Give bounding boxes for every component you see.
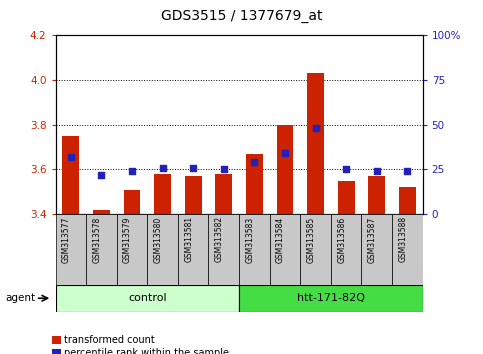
Point bbox=[98, 172, 105, 178]
Text: percentile rank within the sample: percentile rank within the sample bbox=[64, 348, 229, 354]
Bar bbox=[124, 190, 141, 214]
Text: transformed count: transformed count bbox=[64, 335, 155, 345]
Bar bbox=[392, 214, 423, 285]
Bar bbox=[62, 136, 79, 214]
Text: GSM313580: GSM313580 bbox=[154, 216, 163, 263]
Point bbox=[128, 169, 136, 174]
Text: control: control bbox=[128, 293, 167, 303]
Point bbox=[67, 154, 75, 160]
Point bbox=[189, 165, 197, 171]
Text: GSM313582: GSM313582 bbox=[215, 216, 224, 262]
Bar bbox=[300, 214, 331, 285]
Point bbox=[342, 167, 350, 172]
Bar bbox=[56, 285, 239, 312]
Bar bbox=[209, 214, 239, 285]
Text: GSM313584: GSM313584 bbox=[276, 216, 285, 263]
Text: GSM313578: GSM313578 bbox=[92, 216, 101, 263]
Text: GSM313585: GSM313585 bbox=[307, 216, 315, 263]
Bar bbox=[338, 181, 355, 214]
Text: htt-171-82Q: htt-171-82Q bbox=[297, 293, 365, 303]
Bar bbox=[154, 174, 171, 214]
Point bbox=[251, 160, 258, 165]
Point bbox=[220, 167, 227, 172]
Point bbox=[312, 126, 319, 131]
Bar bbox=[56, 214, 86, 285]
Point bbox=[373, 169, 381, 174]
Bar bbox=[331, 214, 361, 285]
Bar bbox=[215, 174, 232, 214]
Bar bbox=[178, 214, 209, 285]
Text: GSM313583: GSM313583 bbox=[245, 216, 255, 263]
Bar bbox=[270, 214, 300, 285]
Bar bbox=[185, 176, 201, 214]
Bar bbox=[147, 214, 178, 285]
Bar bbox=[239, 214, 270, 285]
Bar bbox=[361, 214, 392, 285]
Text: GDS3515 / 1377679_at: GDS3515 / 1377679_at bbox=[161, 9, 322, 23]
Text: GSM313587: GSM313587 bbox=[368, 216, 377, 263]
Text: GSM313586: GSM313586 bbox=[337, 216, 346, 263]
Bar bbox=[93, 210, 110, 214]
Point bbox=[159, 165, 167, 171]
Bar bbox=[246, 154, 263, 214]
Bar bbox=[117, 214, 147, 285]
Bar bbox=[369, 176, 385, 214]
Bar bbox=[239, 285, 423, 312]
Bar bbox=[86, 214, 117, 285]
Text: GSM313577: GSM313577 bbox=[62, 216, 71, 263]
Bar bbox=[307, 73, 324, 214]
Bar bbox=[399, 187, 416, 214]
Text: GSM313588: GSM313588 bbox=[398, 216, 407, 262]
Bar bbox=[277, 125, 293, 214]
Point bbox=[281, 150, 289, 156]
Text: agent: agent bbox=[6, 293, 36, 303]
Point bbox=[403, 169, 411, 174]
Text: GSM313581: GSM313581 bbox=[184, 216, 193, 262]
Text: GSM313579: GSM313579 bbox=[123, 216, 132, 263]
